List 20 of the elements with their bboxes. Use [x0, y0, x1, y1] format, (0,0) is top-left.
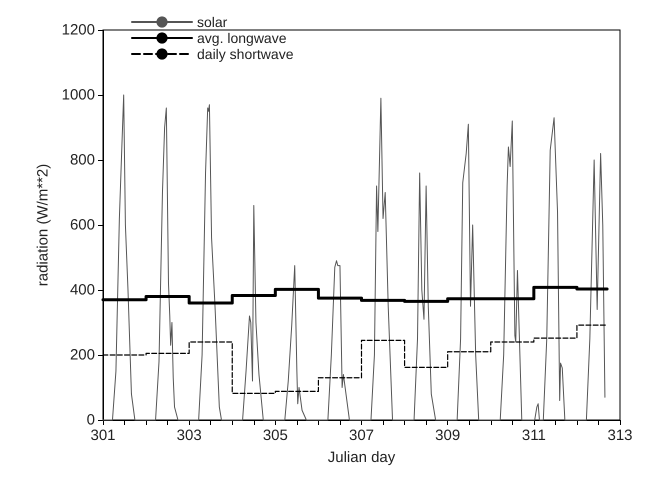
x-tick-label: 311 — [522, 427, 546, 444]
legend-label: avg. longwave — [197, 30, 287, 46]
y-tick-label: 600 — [70, 216, 95, 234]
y-tick-label: 800 — [70, 152, 95, 168]
line-series — [102, 94, 606, 420]
x-tick-label: 305 — [262, 427, 288, 444]
x-tick-label: 301 — [90, 427, 116, 444]
legend-label: solar — [197, 14, 228, 30]
x-tick-label: 309 — [435, 427, 460, 444]
y-tick-label: 1200 — [62, 22, 95, 38]
legend-label: daily shortwave — [197, 46, 294, 62]
y-axis-title: radiation (W/m**2) — [34, 164, 52, 286]
y-tick-label: 200 — [70, 346, 95, 364]
y-tick-label: 0 — [86, 412, 95, 428]
x-tick-label: 303 — [176, 427, 202, 444]
y-tick-label: 400 — [70, 282, 95, 298]
x-tick-label: 307 — [348, 427, 374, 444]
y-tick-label: 1000 — [62, 86, 95, 104]
x-tick-label: 313 — [607, 427, 633, 444]
x-axis-title: Julian day — [328, 449, 396, 466]
